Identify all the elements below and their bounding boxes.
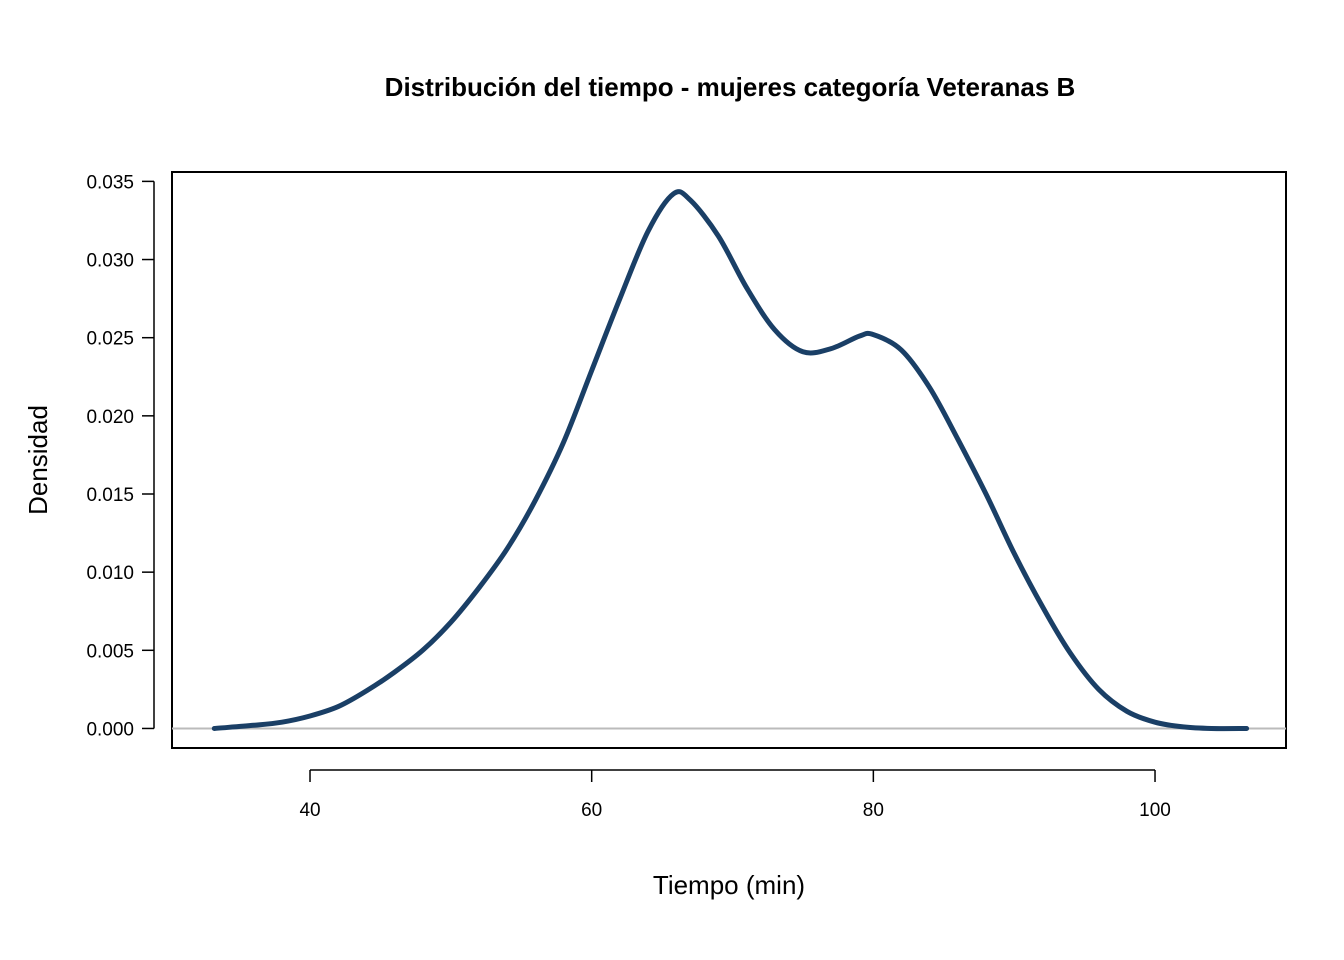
x-tick-label: 60: [581, 800, 602, 821]
x-axis: 40 60 80 100: [299, 769, 1171, 821]
density-curve: [211, 189, 1250, 732]
y-tick-label: 0.015: [86, 485, 134, 506]
x-tick-label: 100: [1139, 800, 1171, 821]
y-tick-label: 0.030: [86, 251, 134, 272]
y-tick-label: 0.025: [86, 329, 134, 350]
plot-frame: [171, 171, 1287, 749]
y-tick-label: 0.010: [86, 563, 134, 584]
y-tick-label: 0.005: [86, 641, 134, 662]
y-tick-label: 0.000: [86, 719, 134, 740]
chart-title: Distribución del tiempo - mujeres catego…: [385, 72, 1076, 102]
x-tick-label: 40: [299, 800, 320, 821]
x-axis-label: Tiempo (min): [653, 870, 805, 900]
y-tick-label: 0.035: [86, 172, 134, 193]
x-tick-label: 80: [863, 800, 884, 821]
y-axis-label: Densidad: [23, 405, 53, 515]
y-axis: 0.000 0.005 0.010 0.015 0.020 0.025 0.030 0.035: [86, 172, 155, 740]
y-tick-label: 0.020: [86, 407, 134, 428]
